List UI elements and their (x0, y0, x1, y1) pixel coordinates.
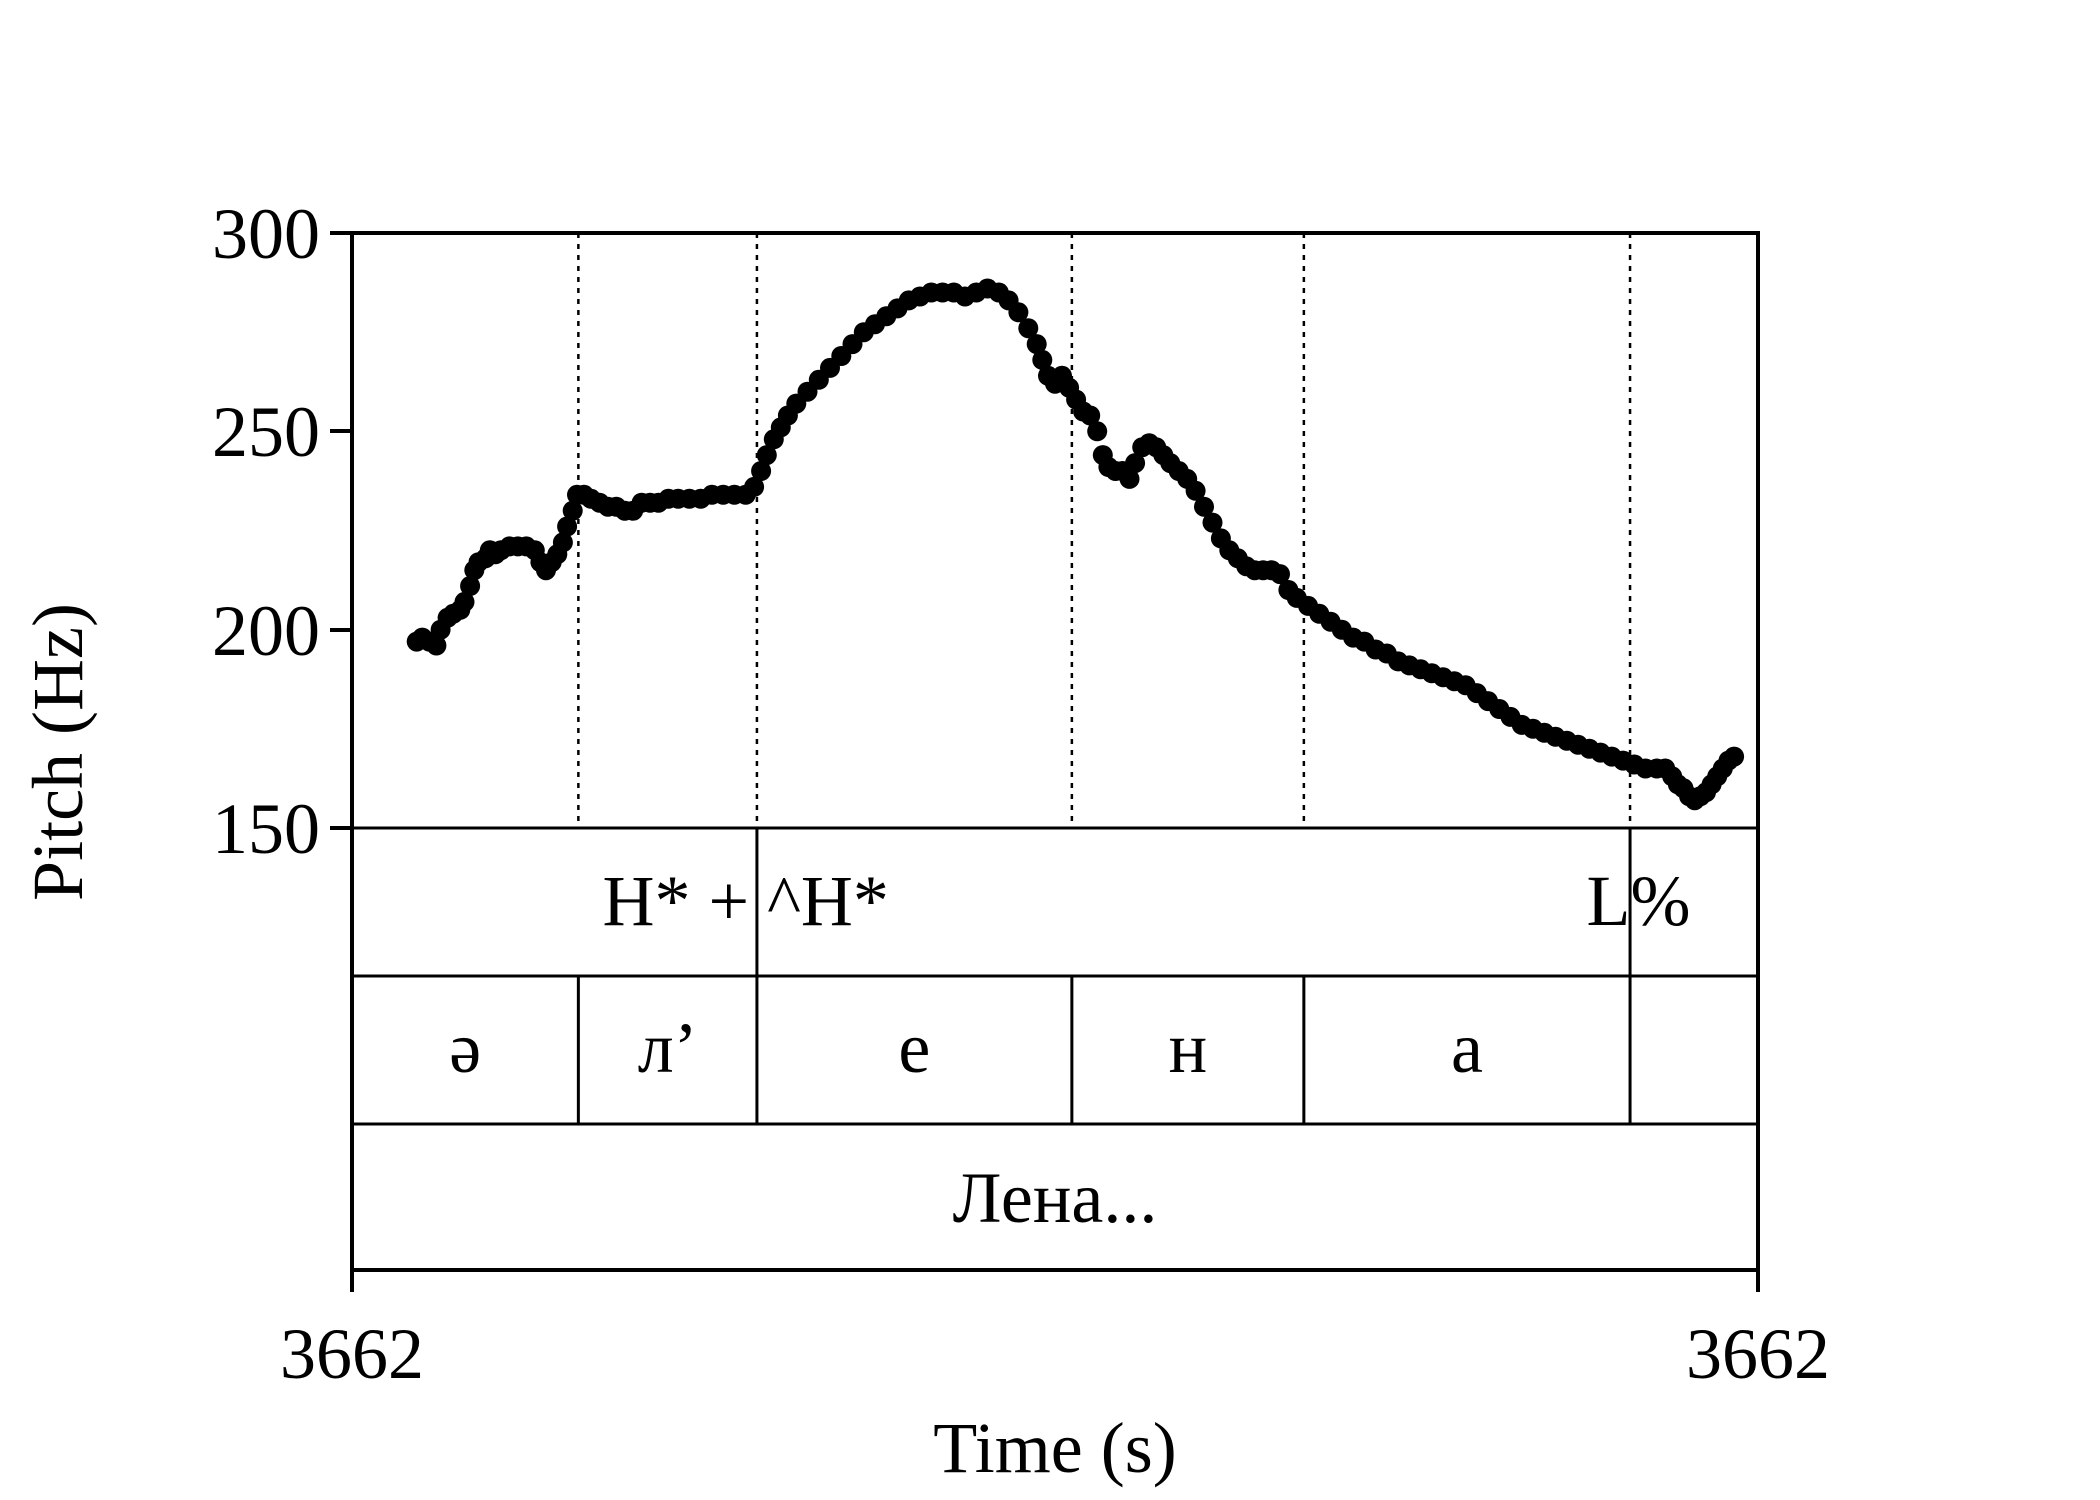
x-tick-label: 3662 (1686, 1314, 1830, 1394)
pitch-point (751, 461, 772, 481)
y-tick-label: 200 (212, 591, 320, 671)
word-label: Лена... (953, 1158, 1158, 1238)
y-tick-label: 150 (212, 789, 320, 869)
pitch-point (1194, 496, 1214, 517)
pitch-point (562, 500, 583, 521)
x-tick-label: 3662 (280, 1314, 424, 1394)
pitch-point (454, 591, 475, 612)
pitch-point (1032, 349, 1053, 370)
phoneme-labels: ə л’ е н а (449, 1008, 1483, 1088)
y-axis-label: Pitch (Hz) (18, 603, 98, 901)
x-axis-label: Time (s) (933, 1408, 1176, 1488)
pitch-point (1008, 302, 1029, 323)
tier-boundaries (576, 828, 1632, 1124)
phoneme-label: л’ (638, 1008, 698, 1088)
y-tick-label: 300 (212, 194, 320, 274)
pitch-point (1270, 564, 1290, 585)
grid-lines (577, 233, 1632, 828)
pitch-point (557, 516, 578, 537)
pitch-point (744, 476, 765, 497)
pitch-points (406, 278, 1745, 811)
pitch-point (1080, 405, 1101, 426)
plot-frame (350, 231, 1760, 1272)
pitch-point (1125, 453, 1146, 474)
tone-label: L% (1587, 861, 1691, 941)
phoneme-label: е (898, 1008, 930, 1088)
tone-label: H* + ^H* (602, 861, 888, 941)
pitch-point (426, 635, 447, 656)
pitch-point (1185, 480, 1206, 501)
phoneme-label: ə (449, 1008, 481, 1088)
pitch-point (460, 576, 481, 596)
pitch-point (1026, 334, 1047, 355)
pitch-point (756, 445, 777, 466)
y-tick-label: 250 (212, 392, 320, 472)
word-labels: Лена... (953, 1158, 1158, 1238)
tone-labels: H* + ^H* L% (602, 861, 1690, 941)
phoneme-label: а (1451, 1008, 1483, 1088)
pitch-point (552, 532, 573, 553)
phoneme-label: н (1169, 1008, 1208, 1088)
pitch-point (1018, 318, 1039, 339)
pitch-point (1724, 746, 1745, 767)
pitch-point (1202, 512, 1223, 533)
pitch-point (1087, 421, 1108, 442)
pitch-point (1119, 468, 1140, 489)
